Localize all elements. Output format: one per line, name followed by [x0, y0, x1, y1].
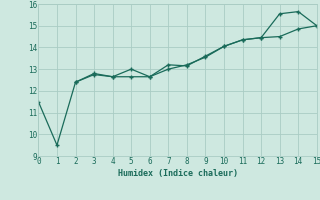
X-axis label: Humidex (Indice chaleur): Humidex (Indice chaleur) — [118, 169, 238, 178]
